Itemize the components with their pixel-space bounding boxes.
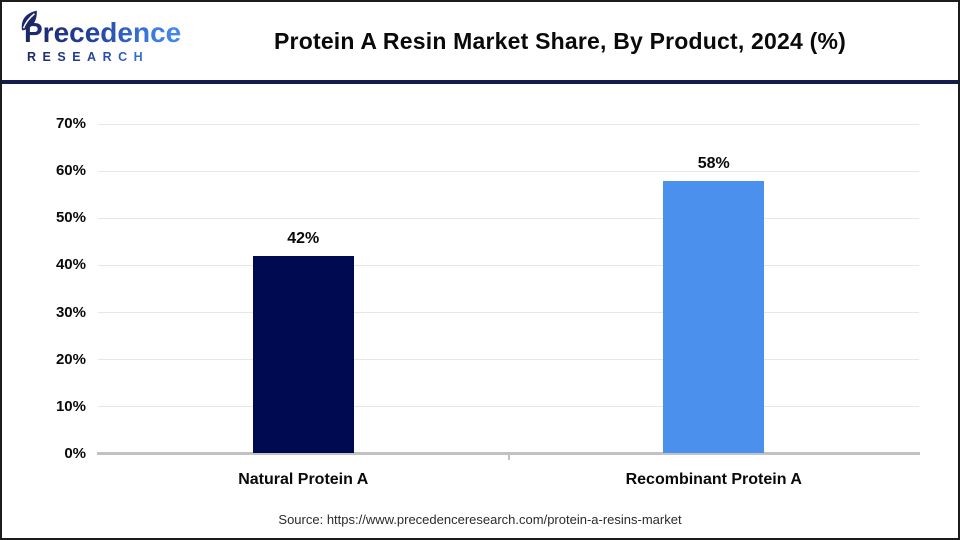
- gridline-10: [98, 406, 919, 408]
- bar-value-natural-protein-a: 42%: [287, 230, 320, 247]
- bar-value-recombinant-protein-a: 58%: [697, 154, 730, 172]
- header-divider: [2, 80, 958, 84]
- y-axis-label-60: 60%: [55, 162, 86, 180]
- y-axis-label-50: 50%: [55, 209, 86, 227]
- y-axis-label-40: 40%: [55, 256, 86, 274]
- x-axis-label-natural-protein-a: Natural Protein A: [238, 471, 369, 488]
- logo-text-research: RESEARCH: [24, 51, 192, 64]
- y-axis-label-70: 70%: [55, 115, 86, 132]
- header: Precedence RESEARCH Protein A Resin Mark…: [2, 2, 958, 80]
- x-axis-tick: [507, 455, 510, 460]
- gridline-40: [98, 264, 919, 266]
- chart-title: Protein A Resin Market Share, By Product…: [274, 27, 846, 54]
- x-axis-line: [97, 452, 920, 455]
- leaf-icon: [21, 10, 37, 31]
- gridline-60: [98, 170, 919, 172]
- x-axis-label-recombinant-protein-a: Recombinant Protein A: [625, 471, 802, 488]
- y-axis-label-30: 30%: [55, 303, 86, 321]
- logo-wordmark: Precedence: [21, 10, 192, 47]
- y-axis-label-20: 20%: [55, 350, 86, 368]
- bar-recombinant-protein-a: [663, 180, 765, 453]
- y-axis-label-10: 10%: [55, 397, 86, 415]
- precedence-research-logo: Precedence RESEARCH: [2, 10, 192, 64]
- y-axis-label-0: 0%: [64, 445, 86, 462]
- gridline-30: [98, 312, 919, 314]
- source-text: Source: https://www.precedenceresearch.c…: [278, 512, 682, 527]
- gridline-50: [98, 217, 919, 219]
- gridline-70: [98, 123, 919, 125]
- gridline-20: [98, 359, 919, 361]
- bar-natural-protein-a: [252, 256, 354, 453]
